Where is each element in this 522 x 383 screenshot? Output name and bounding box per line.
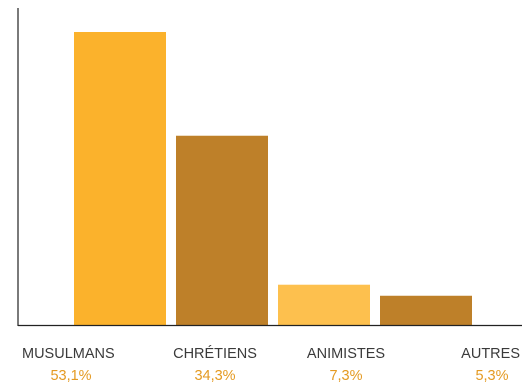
category-label-musulmans: MUSULMANS: [22, 346, 115, 362]
value-label-chretiens: 34,3%: [194, 368, 235, 383]
bar-autres: [380, 295, 472, 325]
bars-group: [74, 32, 472, 325]
bar-chretiens: [176, 135, 268, 325]
bar-musulmans: [74, 32, 166, 325]
value-label-musulmans: 53,1%: [50, 368, 91, 383]
category-label-chretiens: CHRÉTIENS: [173, 345, 257, 362]
value-label-autres: 5,3%: [475, 368, 508, 383]
value-label-animistes: 7,3%: [329, 368, 362, 383]
category-label-autres: AUTRES: [461, 346, 520, 362]
bar-animistes: [278, 284, 370, 325]
category-label-animistes: ANIMISTES: [307, 346, 385, 362]
